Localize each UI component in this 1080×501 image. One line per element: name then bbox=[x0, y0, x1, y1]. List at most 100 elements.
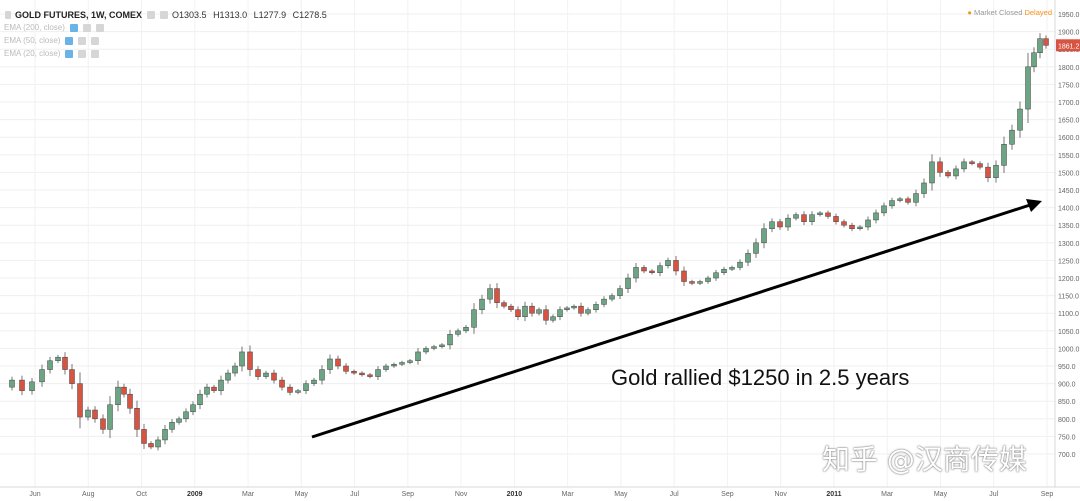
close-icon[interactable] bbox=[160, 10, 169, 19]
candle-body bbox=[1037, 38, 1043, 53]
candle bbox=[833, 213, 839, 225]
candle bbox=[578, 302, 584, 317]
settings-icon[interactable] bbox=[147, 10, 156, 19]
candle-body bbox=[1031, 52, 1037, 68]
grid-lines bbox=[0, 0, 1055, 487]
visibility-icon[interactable] bbox=[69, 23, 78, 32]
time-tick-label: Aug bbox=[82, 491, 95, 498]
candle bbox=[127, 388, 133, 414]
candle bbox=[857, 225, 863, 231]
candle-body bbox=[945, 172, 951, 177]
candle-body bbox=[85, 409, 91, 418]
high-value: H1313.0 bbox=[213, 9, 248, 20]
candle-body bbox=[487, 288, 493, 300]
candle bbox=[745, 249, 751, 267]
candle bbox=[1031, 47, 1037, 73]
candle-body bbox=[657, 265, 663, 273]
candle-body bbox=[961, 161, 967, 170]
settings-icon[interactable] bbox=[78, 36, 87, 45]
candle-body bbox=[62, 356, 68, 370]
price-tick-label: 1450.0 bbox=[1058, 188, 1080, 195]
candle bbox=[897, 197, 903, 203]
candle bbox=[155, 436, 161, 451]
time-tick-label: Jul bbox=[670, 491, 679, 498]
close-icon[interactable] bbox=[91, 36, 100, 45]
candle bbox=[335, 355, 341, 370]
annotation-text[interactable]: Gold rallied $1250 in 2.5 years bbox=[611, 365, 910, 390]
time-tick-label: Sep bbox=[402, 491, 415, 498]
candle bbox=[218, 375, 224, 396]
price-tick-label: 950.0 bbox=[1058, 364, 1076, 371]
candle-body bbox=[319, 369, 325, 381]
candle-body bbox=[92, 409, 98, 420]
candle bbox=[383, 363, 389, 372]
candle-body bbox=[415, 351, 421, 361]
candle-body bbox=[183, 411, 189, 420]
candle-body bbox=[47, 360, 53, 370]
candle-body bbox=[729, 267, 735, 270]
candle-body bbox=[391, 364, 397, 367]
settings-icon[interactable] bbox=[82, 23, 91, 32]
indicator-ema-20[interactable]: EMA (20, close) bbox=[4, 49, 61, 58]
candle-body bbox=[494, 288, 500, 303]
candle bbox=[649, 269, 655, 275]
candle-body bbox=[107, 404, 113, 430]
close-icon[interactable] bbox=[95, 23, 104, 32]
candle-body bbox=[218, 379, 224, 391]
candle bbox=[761, 223, 767, 249]
candle bbox=[141, 423, 147, 449]
candle-body bbox=[471, 309, 477, 328]
candle-body bbox=[287, 386, 293, 393]
candle-body bbox=[833, 216, 839, 222]
candle bbox=[211, 384, 217, 393]
candle-body bbox=[633, 267, 639, 279]
time-tick-label: Mar bbox=[242, 491, 255, 498]
trend-arrow[interactable] bbox=[311, 199, 1042, 439]
price-tick-label: 1400.0 bbox=[1058, 206, 1080, 213]
visibility-icon[interactable] bbox=[65, 49, 74, 58]
candle bbox=[681, 266, 687, 286]
candle bbox=[311, 377, 317, 386]
candle-body bbox=[399, 362, 405, 365]
close-icon[interactable] bbox=[91, 49, 100, 58]
candle bbox=[536, 307, 542, 316]
indicator-ema-50[interactable]: EMA (50, close) bbox=[4, 36, 61, 45]
candle bbox=[343, 363, 349, 375]
candle-body bbox=[585, 309, 591, 314]
candle-body bbox=[134, 408, 140, 430]
time-tick-label: Oct bbox=[136, 491, 147, 498]
candle-body bbox=[529, 305, 535, 314]
time-tick-label: May bbox=[934, 491, 948, 498]
candle-body bbox=[681, 270, 687, 282]
ohlc-values: O1303.5 H1313.0 L1277.9 C1278.5 bbox=[172, 10, 331, 20]
candle-body bbox=[825, 212, 831, 217]
candle bbox=[705, 275, 711, 284]
indicator-ema-200[interactable]: EMA (200, close) bbox=[4, 23, 65, 32]
candle-body bbox=[641, 267, 647, 272]
candle bbox=[737, 259, 743, 271]
candle bbox=[295, 388, 301, 395]
candle-body bbox=[121, 386, 127, 395]
last-price-tag: 1861.2 bbox=[1056, 39, 1080, 52]
candle bbox=[889, 197, 895, 209]
price-tick-label: 1150.0 bbox=[1058, 294, 1079, 301]
time-axis[interactable]: Jun Aug Oct 2009 Mar May Jul Sep Nov 2010 Mar May Ju… bbox=[0, 486, 1080, 498]
candle bbox=[367, 373, 373, 379]
candle-body bbox=[303, 383, 309, 391]
candle-body bbox=[993, 165, 999, 178]
candle bbox=[391, 362, 397, 368]
candle-body bbox=[263, 372, 269, 377]
visibility-icon[interactable] bbox=[65, 36, 74, 45]
candle-body bbox=[1009, 129, 1015, 145]
settings-icon[interactable] bbox=[78, 49, 87, 58]
candle bbox=[271, 369, 277, 384]
candle bbox=[1043, 35, 1049, 49]
candle-body bbox=[857, 226, 863, 229]
collapse-icon[interactable] bbox=[5, 10, 11, 19]
price-axis[interactable]: 700.0 750.0 800.0 850.0 900.0 950.0 1000.0 1050… bbox=[1054, 0, 1080, 487]
candle-body bbox=[501, 302, 507, 307]
candle-body bbox=[100, 418, 106, 430]
candle-body bbox=[913, 193, 919, 203]
candle-body bbox=[55, 356, 61, 361]
